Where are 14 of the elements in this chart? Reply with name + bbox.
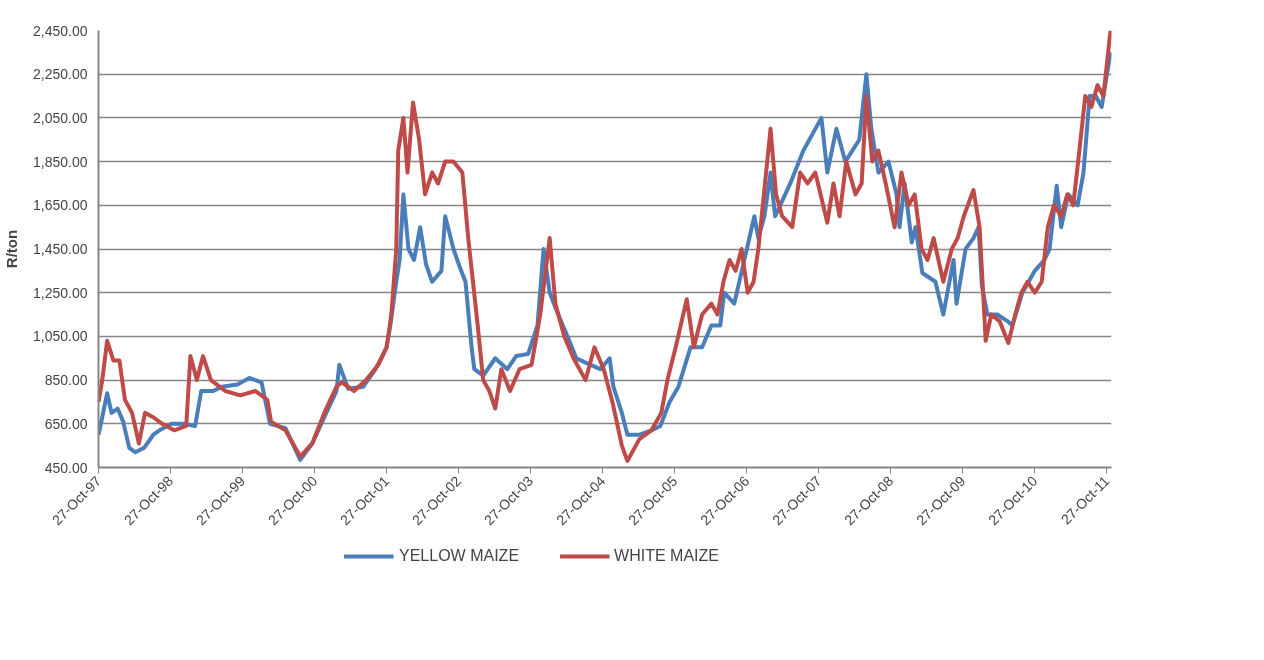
y-tick-label: 2,450.00 [33,22,88,39]
y-tick-label: 450.00 [44,459,88,476]
y-tick-label: 2,050.00 [33,109,88,126]
y-tick-label: 1,050.00 [33,328,88,345]
legend-label: YELLOW MAIZE [399,547,520,565]
y-tick-label: 650.00 [44,415,88,432]
y-tick-label: 1,450.00 [33,241,88,257]
y-tick-label: 850.00 [44,372,88,389]
legend-label: WHITE MAIZE [614,547,719,565]
y-tick-label: 2,250.00 [33,66,88,83]
y-axis-title: R/ton [3,229,20,269]
y-tick-label: 1,850.00 [33,153,88,170]
y-tick-label: 1,250.00 [33,284,88,301]
y-tick-label: 1,650.00 [33,197,88,214]
